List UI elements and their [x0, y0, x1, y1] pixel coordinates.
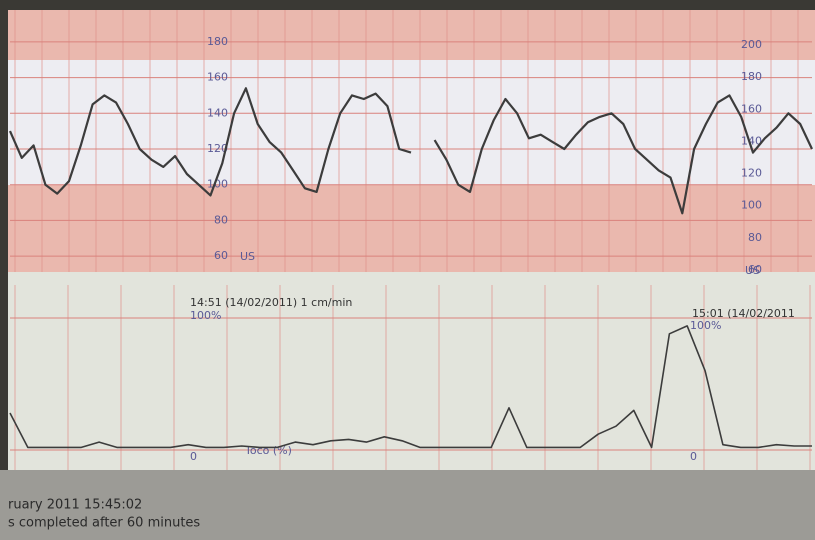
y-tick-label: 80 [214, 213, 228, 226]
toco-grid [10, 285, 812, 470]
y2-tick-label: 200 [741, 38, 762, 51]
y2-tick-label: 60 [748, 263, 762, 276]
status-bar [0, 470, 815, 540]
y-tick-label: 180 [207, 35, 228, 48]
header-right: 15:01 (14/02/2011 [692, 307, 795, 320]
trace [8, 87, 813, 215]
unit-label: US [240, 250, 255, 263]
y-tick-label: 120 [207, 142, 228, 155]
y-tick-label: 0 [690, 450, 697, 463]
y-tick-label: 0 [190, 450, 197, 463]
trace [9, 325, 812, 449]
y-tick-label: 100 [207, 178, 228, 191]
fhr-grid [10, 10, 812, 272]
status-line: s completed after 60 minutes [8, 516, 200, 531]
normal-band [8, 60, 815, 185]
toco-pane [8, 272, 815, 470]
unit-label: US [745, 264, 760, 277]
y2-tick-label: 80 [748, 231, 762, 244]
y2-tick-label: 120 [741, 167, 762, 180]
y-tick-label: 160 [207, 71, 228, 84]
y2-tick-label: 180 [741, 70, 762, 83]
y-tick-label: 140 [207, 106, 228, 119]
y-tick-label: 100% [190, 309, 221, 322]
y-tick-label: 60 [214, 249, 228, 262]
header-left: 14:51 (14/02/2011) 1 cm/min [190, 296, 352, 309]
status-line: ruary 2011 15:45:02 [8, 498, 142, 513]
y2-tick-label: 140 [741, 134, 762, 147]
y2-tick-label: 100 [741, 199, 762, 212]
y2-tick-label: 160 [741, 102, 762, 115]
y-tick-label: 100% [690, 319, 721, 332]
